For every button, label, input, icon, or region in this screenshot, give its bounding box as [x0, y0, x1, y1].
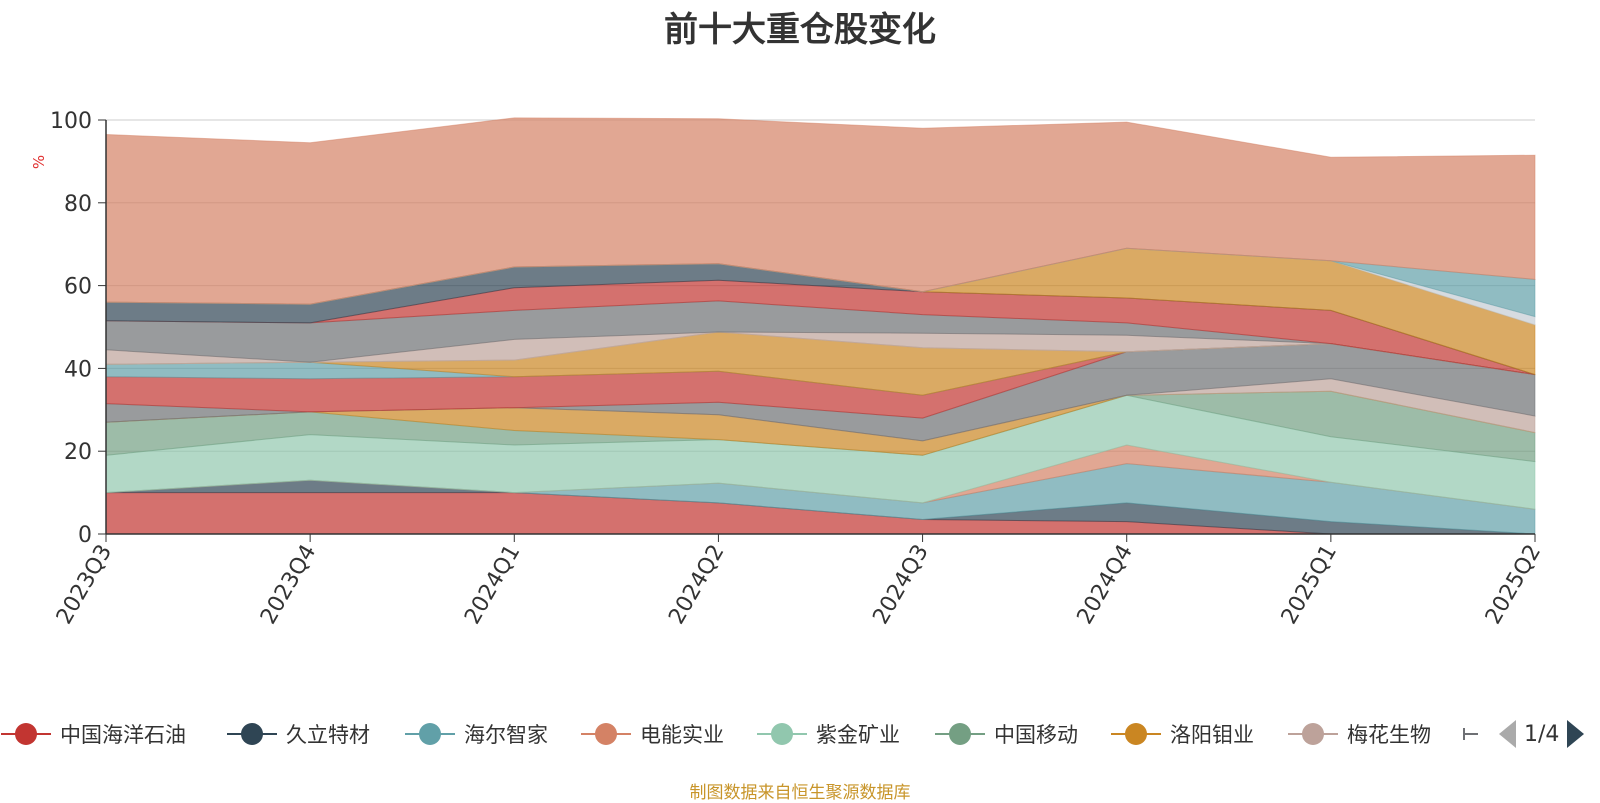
- legend-prev-page-icon[interactable]: [1498, 719, 1518, 749]
- legend: 中国海洋石油 久立特材 海尔智家 电能实业 紫金矿业 中国移动 洛阳钼业 梅花生物: [0, 712, 1600, 756]
- x-tick-label: 2024Q3: [868, 541, 933, 629]
- legend-item[interactable]: 梅花生物: [1287, 712, 1431, 756]
- legend-swatch-icon: [1288, 723, 1338, 745]
- legend-item[interactable]: 电能实业: [580, 712, 724, 756]
- x-tick-label: 2025Q2: [1481, 541, 1546, 629]
- x-tick-label: 2024Q4: [1073, 541, 1138, 629]
- legend-swatch-icon: [935, 723, 985, 745]
- y-tick-label: 20: [64, 440, 92, 465]
- legend-swatch-icon: [1111, 723, 1161, 745]
- legend-item-clipped: [1462, 712, 1478, 756]
- x-tick-label: 2024Q1: [460, 541, 525, 629]
- legend-item[interactable]: 海尔智家: [404, 712, 548, 756]
- x-tick-label: 2023Q4: [256, 541, 321, 629]
- legend-label: 久立特材: [286, 723, 370, 747]
- x-tick-label: 2023Q3: [52, 541, 117, 629]
- legend-swatch-icon: [405, 723, 455, 745]
- data-source-note: 制图数据来自恒生聚源数据库: [689, 783, 911, 803]
- legend-swatch-icon: [757, 723, 807, 745]
- y-tick-label: 0: [78, 523, 92, 548]
- y-axis-unit-label: %: [30, 155, 48, 169]
- area-series-20[interactable]: [105, 117, 1536, 305]
- legend-swatch-icon: [227, 723, 277, 745]
- legend-next-page-icon[interactable]: [1565, 719, 1585, 749]
- y-tick-label: 40: [64, 357, 92, 382]
- legend-label: 海尔智家: [464, 723, 548, 747]
- legend-item[interactable]: 中国海洋石油: [0, 712, 186, 756]
- y-tick-label: 60: [64, 275, 92, 300]
- legend-label: 电能实业: [640, 723, 724, 747]
- legend-item[interactable]: 久立特材: [226, 712, 370, 756]
- x-tick-label: 2025Q1: [1277, 541, 1342, 629]
- legend-label: 洛阳钼业: [1170, 723, 1254, 747]
- legend-page-indicator: 1/4: [1524, 721, 1560, 747]
- area-series: [105, 117, 1536, 535]
- y-tick-label: 80: [64, 192, 92, 217]
- legend-item[interactable]: 中国移动: [934, 712, 1078, 756]
- x-tick-label: 2024Q2: [664, 541, 729, 629]
- legend-label: 梅花生物: [1347, 723, 1431, 747]
- legend-label: 中国海洋石油: [60, 723, 186, 747]
- legend-item[interactable]: 紫金矿业: [756, 712, 900, 756]
- legend-swatch-icon: [1, 723, 51, 745]
- legend-swatch-icon: [1463, 728, 1478, 740]
- legend-label: 中国移动: [994, 723, 1078, 747]
- legend-pager: 1/4: [1498, 716, 1585, 752]
- legend-item[interactable]: 洛阳钼业: [1110, 712, 1254, 756]
- chart-title: 前十大重仓股变化: [664, 10, 936, 50]
- legend-swatch-icon: [581, 723, 631, 745]
- y-tick-label: 100: [50, 109, 92, 134]
- legend-label: 紫金矿业: [816, 723, 900, 747]
